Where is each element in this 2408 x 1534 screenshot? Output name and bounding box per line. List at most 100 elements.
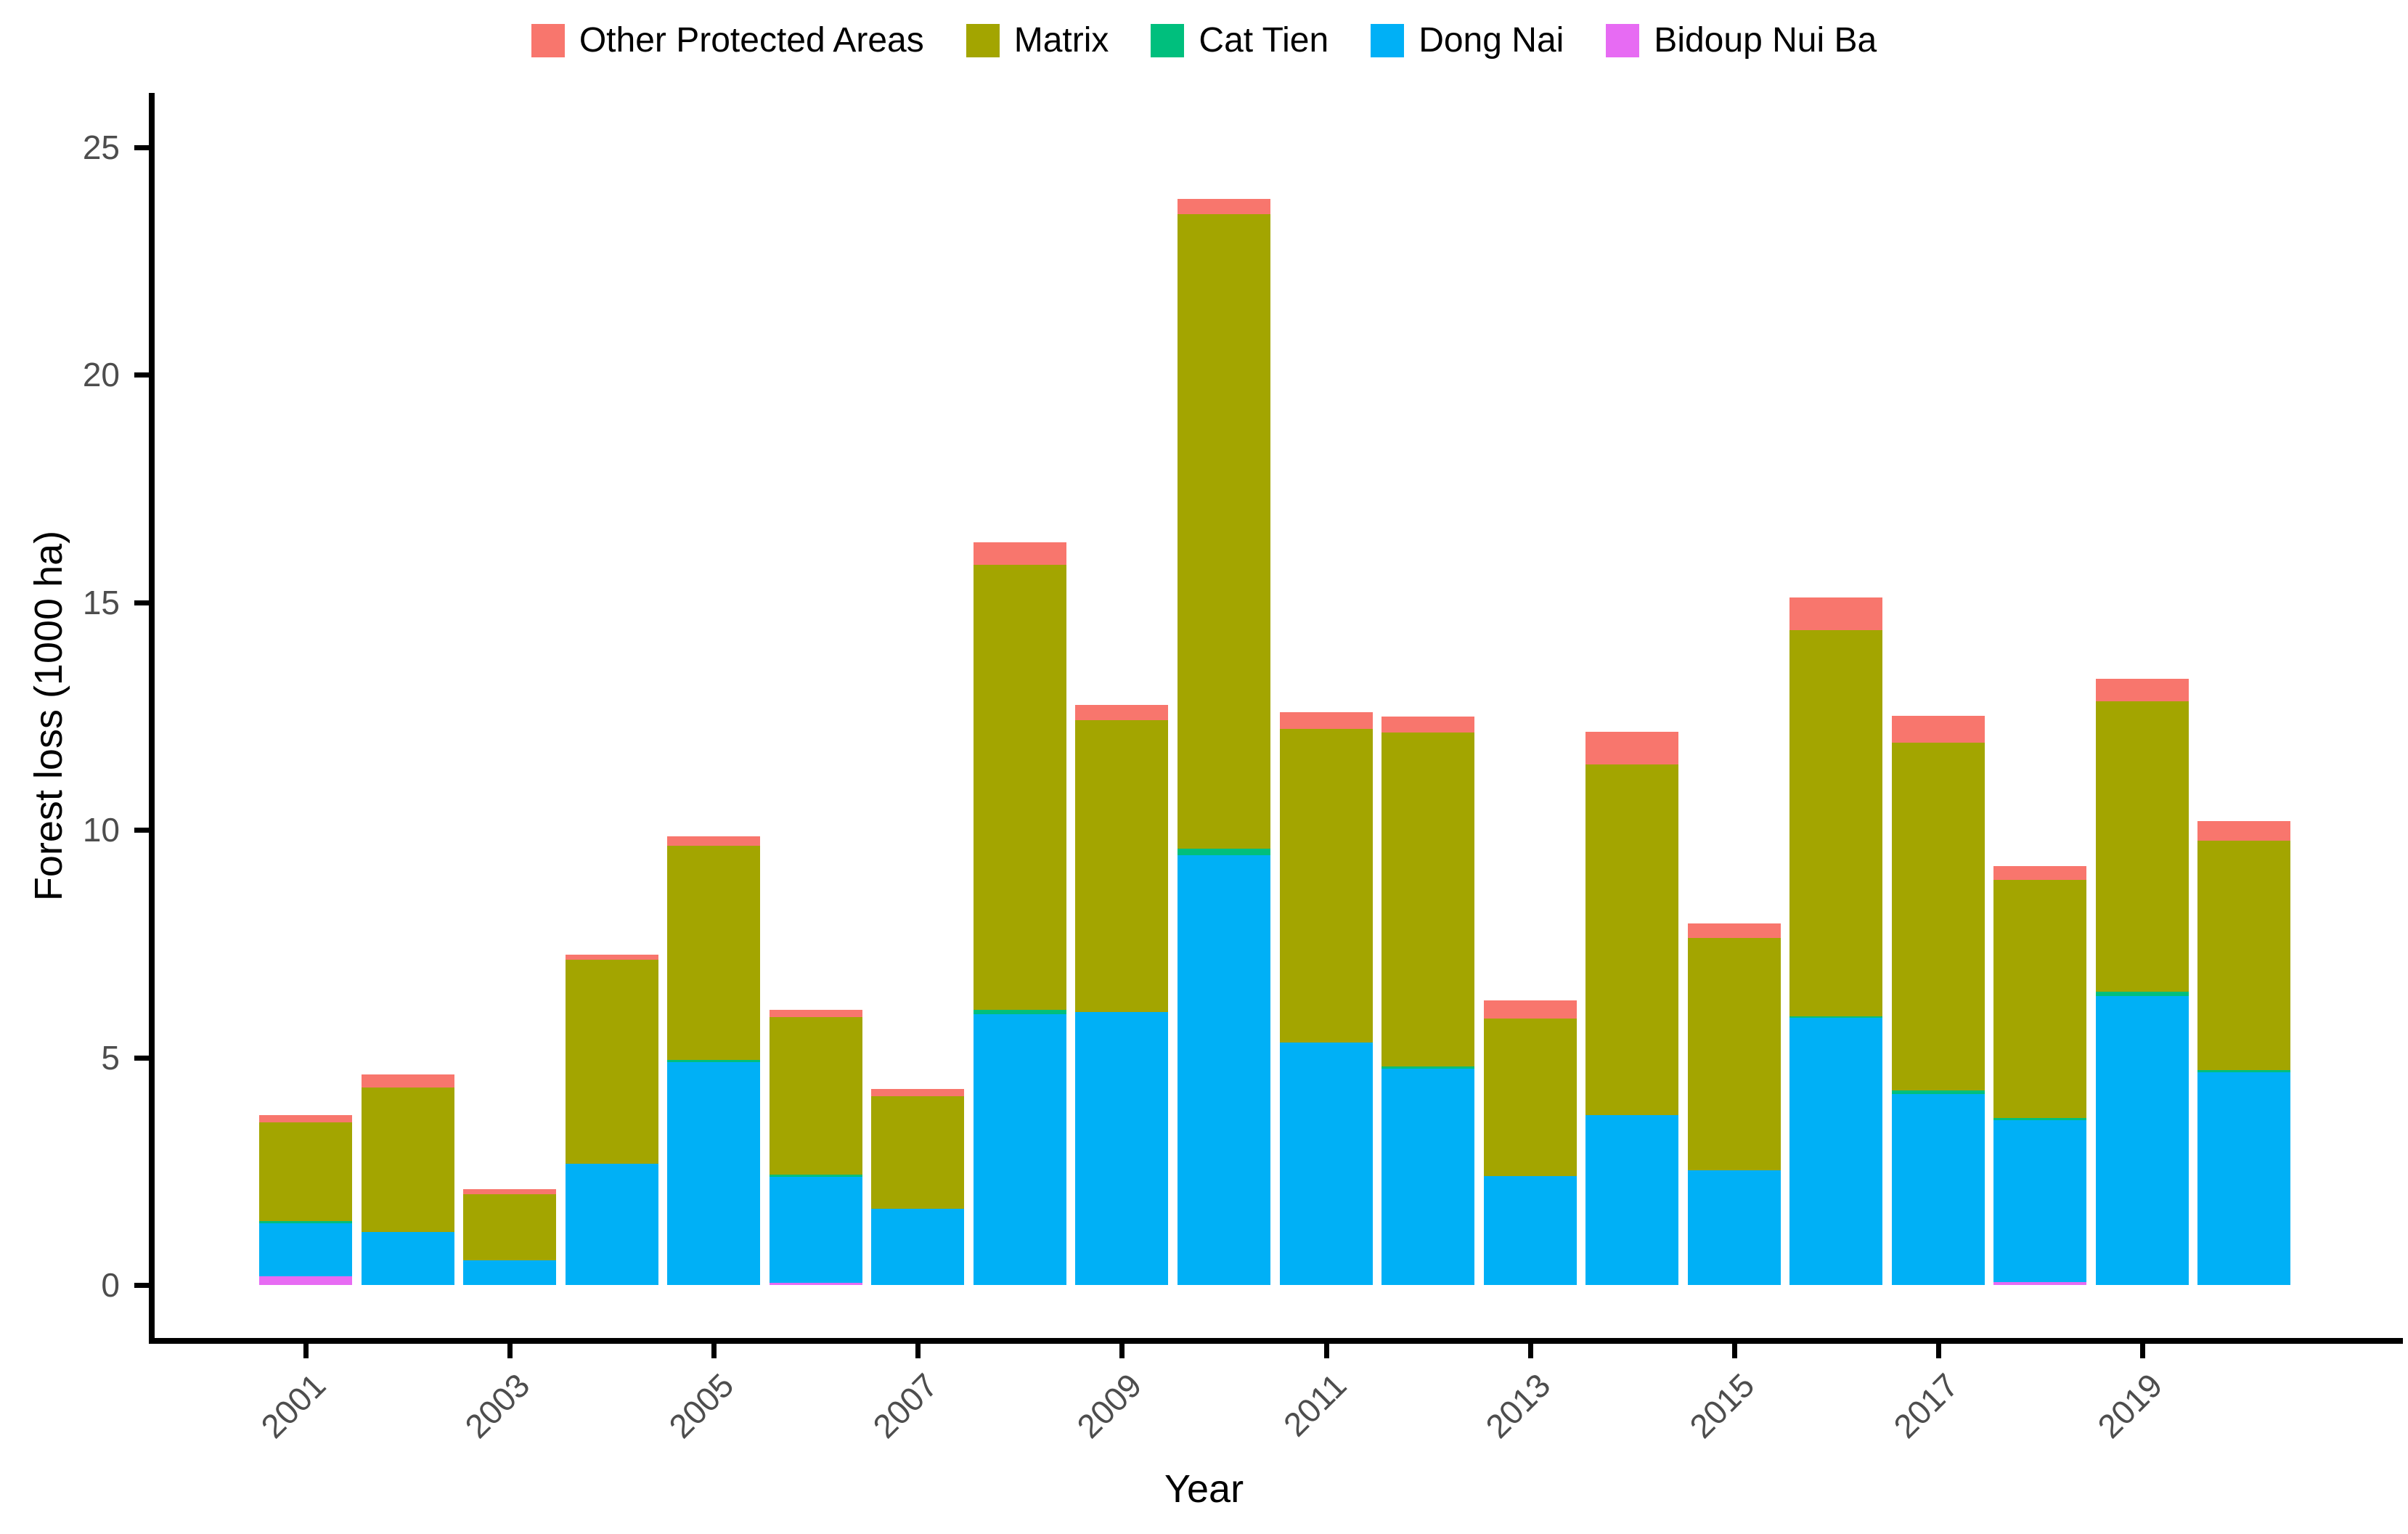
bar-segment-2016-other-protected-areas: [1789, 597, 1883, 631]
legend-item-dong-nai: Dong Nai: [1371, 20, 1564, 60]
bar-segment-2004-matrix: [565, 959, 658, 1164]
y-tick-mark: [134, 828, 149, 833]
legend-swatch-icon: [1371, 23, 1405, 57]
x-tick-mark: [1119, 1344, 1125, 1358]
bar-segment-2008-matrix: [973, 564, 1066, 1010]
bar-segment-2002-matrix: [361, 1087, 454, 1232]
bar-segment-2013-dong-nai: [1483, 1175, 1577, 1285]
bar-segment-2002-dong-nai: [361, 1231, 454, 1285]
bar-segment-2017-other-protected-areas: [1891, 715, 1985, 743]
y-tick-mark: [134, 600, 149, 605]
bar-segment-2012-dong-nai: [1381, 1069, 1475, 1285]
bar-segment-2006-other-protected-areas: [769, 1009, 862, 1017]
bar-segment-2003-matrix: [463, 1194, 557, 1260]
legend-label: Cat Tien: [1199, 21, 1329, 60]
bar-segment-2003-other-protected-areas: [463, 1189, 557, 1194]
bar-segment-2014-matrix: [1585, 764, 1679, 1115]
bar-segment-2007-dong-nai: [871, 1209, 965, 1285]
bar-segment-2012-cat-tien: [1381, 1066, 1475, 1069]
y-tick-label: 15: [82, 583, 120, 621]
y-tick-label: 5: [101, 1038, 120, 1077]
bar-segment-2014-dong-nai: [1585, 1114, 1679, 1285]
bar-segment-2005-other-protected-areas: [667, 836, 761, 846]
bar-segment-2010-dong-nai: [1177, 855, 1270, 1285]
y-tick-label: 25: [82, 128, 120, 166]
bar-segment-2013-other-protected-areas: [1483, 1000, 1577, 1019]
bar-segment-2008-cat-tien: [973, 1009, 1066, 1015]
bar-segment-2018-dong-nai: [1993, 1120, 2087, 1282]
y-tick-mark: [134, 372, 149, 378]
bar-segment-2006-matrix: [769, 1016, 862, 1175]
bar-segment-2018-bidoup-nui-ba: [1993, 1281, 2087, 1285]
bar-segment-2011-dong-nai: [1279, 1042, 1373, 1285]
bar-segment-2019-dong-nai: [2095, 995, 2189, 1285]
bar-segment-2017-cat-tien: [1891, 1090, 1985, 1094]
legend-label: Matrix: [1013, 21, 1109, 60]
x-tick-mark: [1731, 1344, 1737, 1358]
bar-segment-2014-other-protected-areas: [1585, 732, 1679, 764]
bar-segment-2020-dong-nai: [2197, 1072, 2291, 1285]
bar-segment-2011-matrix: [1279, 729, 1373, 1043]
x-axis-title: Year: [1164, 1467, 1244, 1511]
legend-item-cat-tien: Cat Tien: [1151, 20, 1329, 60]
x-tick-mark: [507, 1344, 513, 1358]
bar-segment-2016-dong-nai: [1789, 1018, 1883, 1285]
x-tick-mark: [1527, 1344, 1533, 1358]
bar-segment-2010-cat-tien: [1177, 848, 1270, 856]
x-tick-mark: [1323, 1344, 1329, 1358]
x-tick-mark: [1935, 1344, 1941, 1358]
bar-segment-2009-matrix: [1075, 719, 1169, 1012]
bar-segment-2001-dong-nai: [259, 1223, 352, 1277]
bar-segment-2018-other-protected-areas: [1993, 866, 2087, 881]
y-axis-title: Forest loss (1000 ha): [27, 530, 70, 901]
legend-item-other-protected-areas: Other Protected Areas: [531, 20, 924, 60]
bar-segment-2012-other-protected-areas: [1381, 716, 1475, 733]
bar-segment-2020-cat-tien: [2197, 1070, 2291, 1072]
legend-item-bidoup-nui-ba: Bidoup Nui Ba: [1606, 20, 1877, 60]
bar-segment-2004-other-protected-areas: [565, 954, 658, 960]
bar-segment-2008-other-protected-areas: [973, 542, 1066, 565]
legend-swatch-icon: [1606, 23, 1640, 57]
legend-swatch-icon: [966, 23, 1000, 57]
bar-segment-2018-matrix: [1993, 880, 2087, 1118]
bar-segment-2010-matrix: [1177, 214, 1270, 849]
bar-segment-2017-dong-nai: [1891, 1093, 1985, 1285]
bar-segment-2001-other-protected-areas: [259, 1115, 352, 1123]
y-tick-mark: [134, 1055, 149, 1061]
y-tick-label: 10: [82, 811, 120, 849]
bar-segment-2020-other-protected-areas: [2197, 821, 2291, 841]
bar-segment-2015-matrix: [1687, 938, 1781, 1171]
x-tick-mark: [303, 1344, 309, 1358]
x-tick-mark: [711, 1344, 717, 1358]
bar-segment-2015-other-protected-areas: [1687, 923, 1781, 939]
bar-segment-2015-dong-nai: [1687, 1170, 1781, 1285]
bar-segment-2002-other-protected-areas: [361, 1074, 454, 1088]
x-tick-mark: [915, 1344, 921, 1358]
legend-item-matrix: Matrix: [966, 20, 1109, 60]
bar-segment-2009-other-protected-areas: [1075, 705, 1169, 720]
y-tick-mark: [134, 1283, 149, 1288]
bar-segment-2005-cat-tien: [667, 1059, 761, 1062]
bar-segment-2019-cat-tien: [2095, 991, 2189, 996]
legend-label: Dong Nai: [1419, 21, 1564, 60]
bar-segment-2017-matrix: [1891, 743, 1985, 1091]
bar-segment-2013-matrix: [1483, 1019, 1577, 1176]
bar-segment-2019-matrix: [2095, 701, 2189, 992]
bar-segment-2001-bidoup-nui-ba: [259, 1276, 352, 1285]
y-tick-label: 20: [82, 356, 120, 394]
bar-segment-2005-matrix: [667, 846, 761, 1060]
bar-segment-2012-matrix: [1381, 733, 1475, 1066]
x-axis-line: [149, 1338, 2403, 1344]
bar-segment-2020-matrix: [2197, 841, 2291, 1071]
x-tick-mark: [2139, 1344, 2145, 1358]
bar-segment-2016-matrix: [1789, 630, 1883, 1017]
bar-segment-2006-dong-nai: [769, 1177, 862, 1284]
legend-swatch-icon: [531, 23, 565, 57]
bar-segment-2007-matrix: [871, 1096, 965, 1209]
bar-segment-2003-dong-nai: [463, 1260, 557, 1285]
legend-label: Other Protected Areas: [579, 21, 924, 60]
bar-segment-2019-other-protected-areas: [2095, 679, 2189, 701]
bar-segment-2008-dong-nai: [973, 1014, 1066, 1285]
